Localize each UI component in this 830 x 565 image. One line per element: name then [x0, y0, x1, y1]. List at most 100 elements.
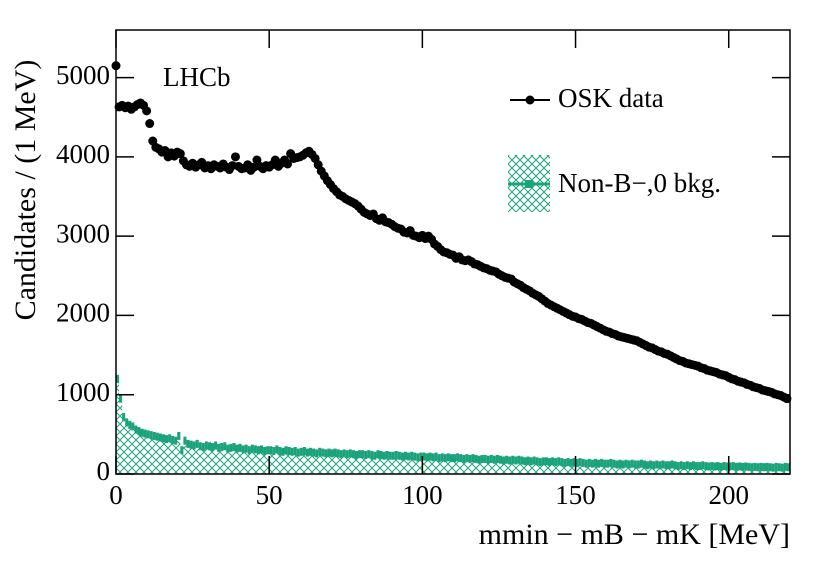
bkg-marker	[783, 462, 787, 471]
bkg-marker	[210, 443, 215, 452]
bkg-bar	[428, 456, 432, 474]
bkg-marker	[563, 458, 567, 467]
bkg-marker	[263, 447, 267, 456]
bkg-marker	[523, 457, 527, 466]
y-tick-label: 4000	[56, 139, 110, 169]
bkg-marker	[247, 446, 251, 455]
bkg-marker	[376, 450, 380, 459]
bkg-marker	[336, 449, 340, 458]
bkg-marker	[327, 448, 331, 457]
bkg-bar	[630, 463, 634, 474]
y-tick-label: 1000	[56, 377, 110, 407]
bkg-marker	[345, 450, 349, 459]
bkg-marker	[434, 452, 438, 461]
bkg-marker	[183, 436, 187, 445]
bkg-marker	[615, 460, 619, 469]
bkg-marker	[753, 462, 757, 471]
bkg-bar	[664, 465, 668, 474]
bkg-marker	[581, 458, 585, 467]
bkg-bar	[263, 451, 267, 474]
bkg-bar	[652, 465, 656, 474]
bkg-marker	[728, 462, 732, 471]
bkg-marker	[238, 443, 242, 452]
bkg-marker	[168, 434, 172, 443]
bkg-bar	[253, 449, 257, 474]
bkg-bar	[505, 459, 509, 474]
bkg-bar	[192, 445, 196, 474]
bkg-bar	[523, 461, 527, 474]
bkg-bar	[437, 458, 441, 474]
bkg-bar	[168, 438, 172, 474]
bkg-bar	[379, 454, 383, 474]
bkg-marker	[143, 429, 147, 438]
bkg-bar	[327, 452, 331, 474]
bkg-marker	[670, 460, 674, 469]
bkg-bar	[425, 457, 429, 474]
bkg-marker	[358, 450, 362, 459]
x-tick-label: 100	[402, 480, 443, 510]
bkg-bar	[529, 461, 533, 474]
bkg-marker	[554, 458, 558, 467]
bkg-marker	[514, 456, 518, 465]
bkg-bar	[544, 461, 548, 474]
data-point	[782, 394, 792, 404]
bkg-bar	[309, 451, 313, 474]
bkg-marker	[544, 457, 548, 466]
bkg-marker	[627, 460, 631, 469]
bkg-marker	[685, 461, 689, 470]
bkg-marker	[302, 447, 306, 456]
bkg-marker	[722, 462, 726, 471]
bkg-marker	[584, 459, 588, 468]
bkg-marker	[649, 460, 653, 469]
bkg-bar	[535, 461, 539, 474]
bkg-marker	[140, 428, 144, 437]
bkg-marker	[603, 459, 607, 468]
bkg-marker	[407, 452, 411, 461]
bkg-marker	[428, 452, 432, 461]
bkg-marker	[382, 451, 386, 460]
bkg-bar	[232, 447, 236, 474]
bkg-marker	[630, 459, 634, 468]
bkg-marker	[309, 447, 313, 456]
bkg-marker	[189, 440, 193, 449]
bkg-marker	[318, 447, 322, 456]
bkg-marker	[370, 450, 374, 459]
bkg-marker	[131, 422, 135, 431]
bkg-bar	[462, 458, 466, 474]
bkg-marker	[541, 457, 545, 466]
bkg-bar	[633, 464, 637, 474]
bkg-bar	[566, 462, 570, 474]
bkg-bar	[207, 446, 211, 474]
bkg-bar	[397, 455, 401, 474]
bkg-marker	[664, 461, 668, 470]
bkg-marker	[253, 445, 257, 454]
bkg-bar	[305, 452, 310, 474]
bkg-marker	[731, 462, 735, 471]
bkg-bar	[272, 451, 276, 474]
bkg-bar	[146, 434, 150, 474]
bkg-marker	[771, 463, 775, 472]
bkg-marker	[474, 454, 478, 463]
bkg-marker	[465, 454, 469, 463]
bkg-bar	[413, 456, 417, 474]
bkg-bar	[336, 453, 340, 474]
bkg-bar	[238, 447, 242, 474]
bkg-bar	[321, 452, 325, 474]
x-tick-label: 0	[109, 480, 123, 510]
bkg-marker	[756, 463, 760, 472]
data-point	[142, 106, 152, 116]
bkg-marker	[618, 459, 622, 468]
bkg-bar	[416, 457, 420, 474]
bkg-bar	[161, 438, 166, 474]
x-tick-label: 50	[256, 480, 283, 510]
bkg-bar	[661, 464, 665, 474]
y-tick-label: 2000	[56, 298, 110, 328]
bkg-bar	[351, 454, 355, 474]
bkg-marker	[642, 460, 647, 469]
bkg-bar	[587, 462, 591, 474]
bkg-bar	[569, 462, 573, 474]
bkg-marker	[633, 460, 637, 469]
bkg-bar	[367, 454, 371, 474]
bkg-marker	[701, 461, 705, 470]
bkg-marker	[226, 444, 230, 453]
